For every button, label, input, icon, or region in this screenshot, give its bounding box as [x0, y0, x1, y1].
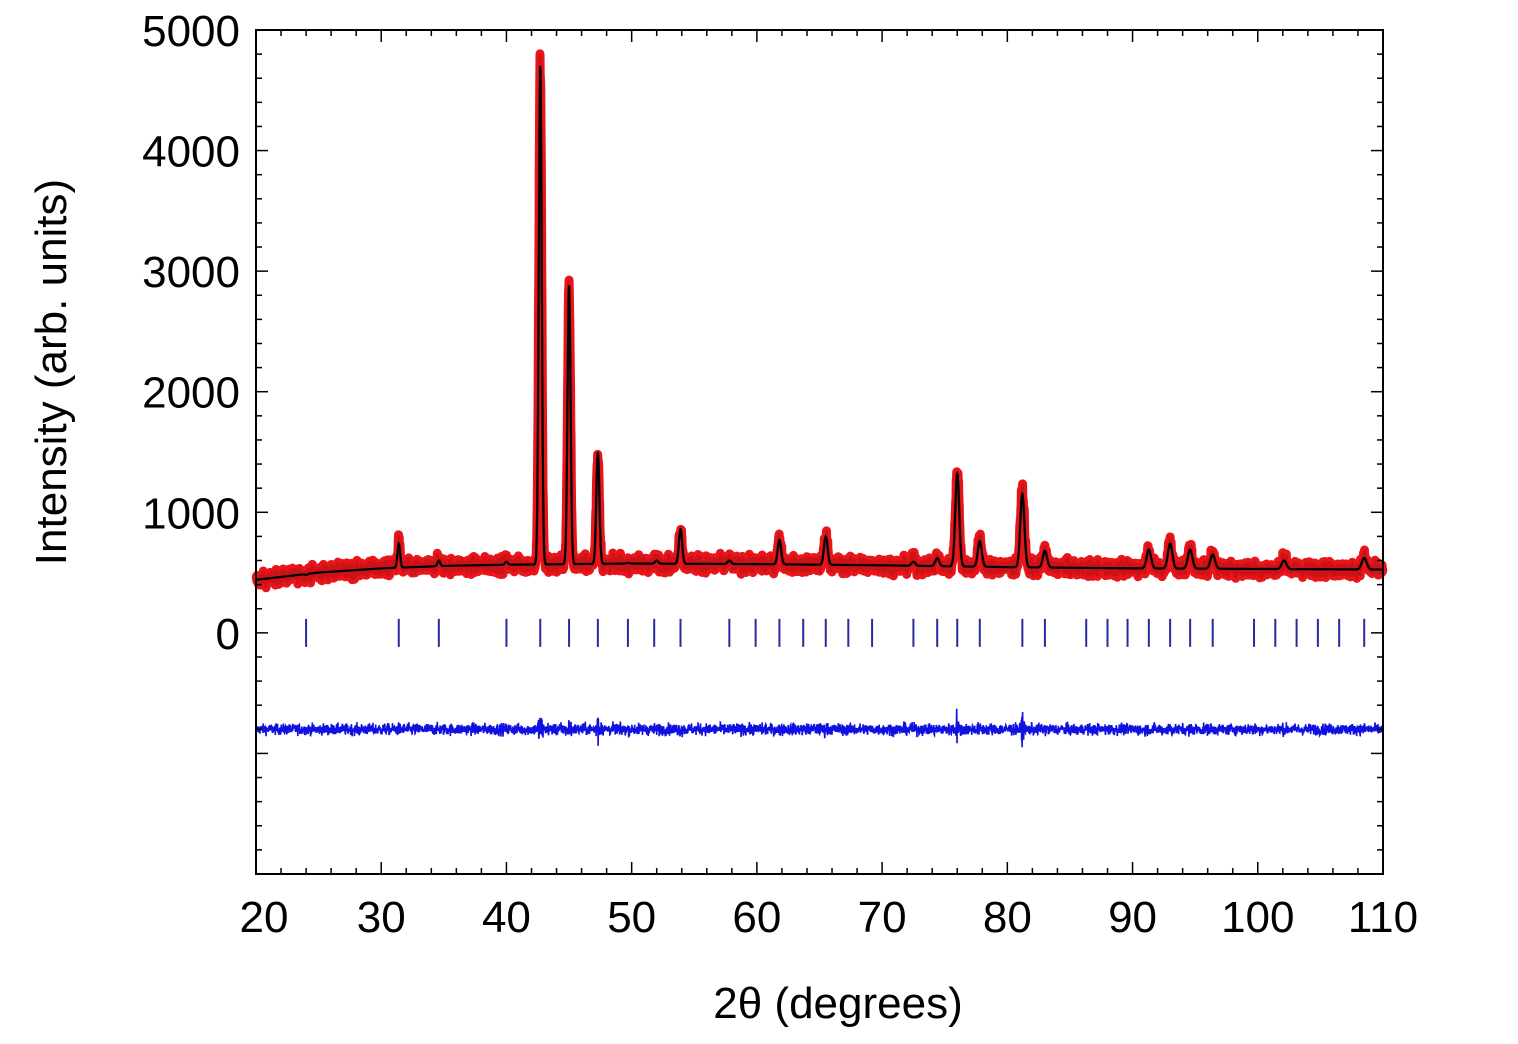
x-tick-label: 70 — [858, 893, 907, 942]
x-tick-label: 30 — [357, 893, 406, 942]
x-tick-label: 50 — [607, 893, 656, 942]
y-axis-label: Intensity (arb. units) — [27, 179, 76, 565]
y-tick-label: 0 — [216, 610, 240, 659]
axis-ticks — [255, 29, 1384, 875]
y-tick-label: 1000 — [142, 489, 240, 538]
x-tick-label: 80 — [983, 893, 1032, 942]
plot-area — [251, 49, 1388, 748]
x-tick-label: 20 — [240, 893, 289, 942]
x-axis-label: 2θ (degrees) — [713, 979, 962, 1028]
x-tick-label: 60 — [732, 893, 781, 942]
observed-series — [251, 49, 1388, 593]
x-tick-label: 100 — [1221, 893, 1294, 942]
y-tick-label: 4000 — [142, 128, 240, 177]
x-tick-label: 110 — [1348, 893, 1418, 942]
observed-pattern-core — [254, 53, 1385, 588]
difference-curve — [255, 708, 1384, 748]
y-tick-label: 3000 — [142, 248, 240, 297]
tick-labels: 20 30 40 50 60 70 80 90 100 110 5000 4000 3000 2000 10… — [142, 7, 1418, 942]
plot-frame — [255, 29, 1384, 875]
x-tick-label: 40 — [482, 893, 531, 942]
x-tick-label: 90 — [1108, 893, 1157, 942]
y-tick-label: 2000 — [142, 369, 240, 418]
calculated-pattern — [255, 66, 1383, 581]
y-tick-label: 5000 — [142, 7, 240, 56]
observed-pattern — [251, 49, 1388, 593]
